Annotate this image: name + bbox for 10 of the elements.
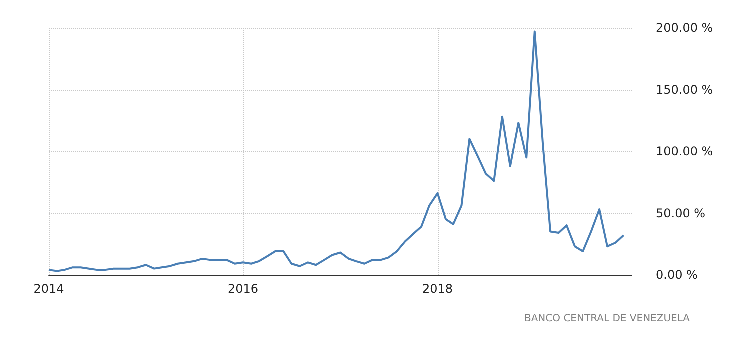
y-tick-label: 150.00 % (656, 82, 714, 97)
text: BANCO CENTRAL DE VENEZUELA (524, 314, 690, 324)
y-tick-label: 0.00 % (656, 268, 698, 282)
y-tick-label: 200.00 % (656, 21, 714, 35)
x-tick-label: 2018 (422, 282, 454, 296)
line-series (48, 30, 625, 272)
y-tick-label: 100.00 % (656, 144, 714, 158)
y-tick-label: 50.00 % (656, 206, 706, 220)
x-tick-label: 2016 (228, 282, 259, 296)
x-tick-label: 2014 (34, 282, 64, 296)
